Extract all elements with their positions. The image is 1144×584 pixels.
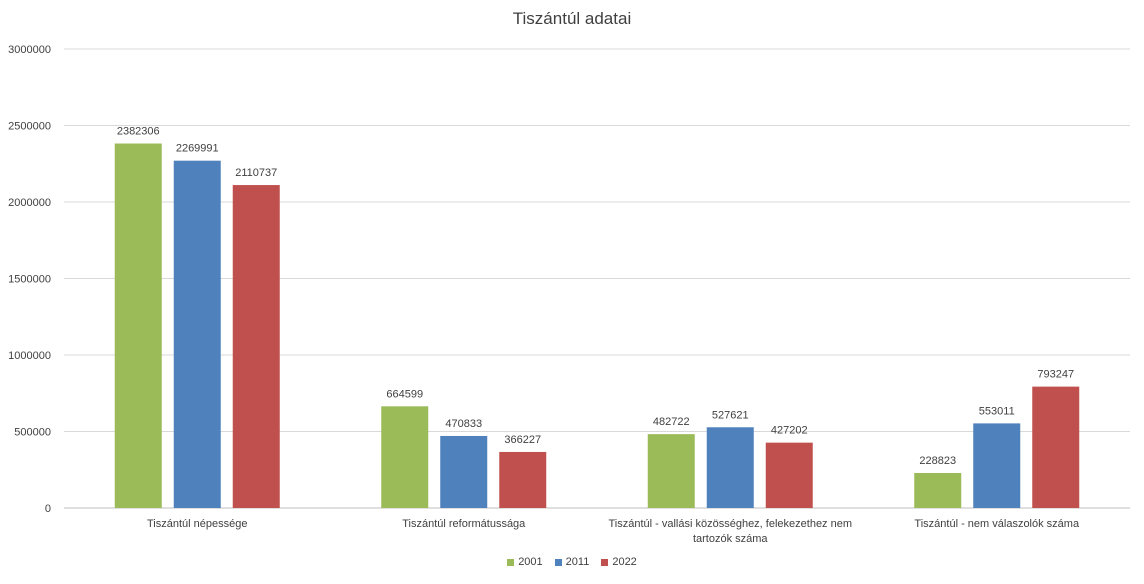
legend-label: 2001 bbox=[518, 556, 543, 568]
chart-title: Tiszántúl adatai bbox=[512, 9, 632, 28]
bar-2011 bbox=[440, 435, 488, 508]
data-label: 793247 bbox=[1037, 369, 1074, 381]
legend-label: 2022 bbox=[612, 556, 637, 568]
y-tick-label: 1000000 bbox=[8, 350, 51, 362]
data-label: 2110737 bbox=[235, 167, 277, 179]
bar-2011 bbox=[706, 427, 754, 508]
y-tick-label: 2500000 bbox=[8, 121, 51, 133]
data-label: 366227 bbox=[504, 434, 541, 446]
chart-legend: 2001 2011 2022 bbox=[0, 556, 1144, 568]
bar-2011 bbox=[973, 423, 1021, 508]
bar-2022 bbox=[499, 451, 547, 508]
legend-swatch bbox=[554, 558, 562, 566]
bar-2001 bbox=[647, 434, 695, 508]
x-tick-label: Tiszántúl - vallási közösséghez, felekez… bbox=[608, 518, 852, 530]
data-label: 2269991 bbox=[176, 143, 219, 155]
legend-swatch bbox=[507, 558, 515, 566]
data-label: 228823 bbox=[919, 455, 956, 467]
legend-item-2011: 2011 bbox=[554, 556, 590, 568]
data-label: 482722 bbox=[653, 416, 690, 428]
y-tick-label: 0 bbox=[45, 503, 51, 515]
data-label: 527621 bbox=[712, 409, 749, 421]
x-tick-label: Tiszántúl - nem válaszolók száma bbox=[914, 518, 1080, 530]
legend-item-2001: 2001 bbox=[507, 556, 543, 568]
data-label: 664599 bbox=[386, 388, 423, 400]
bar-2011 bbox=[173, 160, 221, 508]
legend-swatch bbox=[601, 558, 609, 566]
legend-label: 2011 bbox=[565, 556, 590, 568]
bar-2001 bbox=[914, 472, 962, 508]
data-label: 553011 bbox=[979, 405, 1015, 417]
bar-2022 bbox=[1032, 386, 1080, 508]
x-tick-label: Tiszántúl népessége bbox=[147, 518, 248, 530]
x-tick-label: Tiszántúl reformátussága bbox=[402, 518, 526, 530]
bar-2001 bbox=[114, 143, 162, 508]
data-label: 427202 bbox=[771, 425, 808, 437]
y-tick-label: 3000000 bbox=[8, 44, 51, 56]
data-label: 470833 bbox=[445, 418, 482, 430]
y-tick-label: 2000000 bbox=[8, 197, 51, 209]
bar-2022 bbox=[765, 442, 813, 508]
bar-2022 bbox=[232, 185, 280, 508]
legend-item-2022: 2022 bbox=[601, 556, 637, 568]
y-tick-label: 500000 bbox=[14, 427, 51, 439]
y-tick-label: 1500000 bbox=[8, 274, 51, 286]
x-tick-label: tartozók száma bbox=[693, 533, 768, 545]
data-label: 2382306 bbox=[117, 126, 160, 138]
bar-2001 bbox=[381, 406, 429, 508]
